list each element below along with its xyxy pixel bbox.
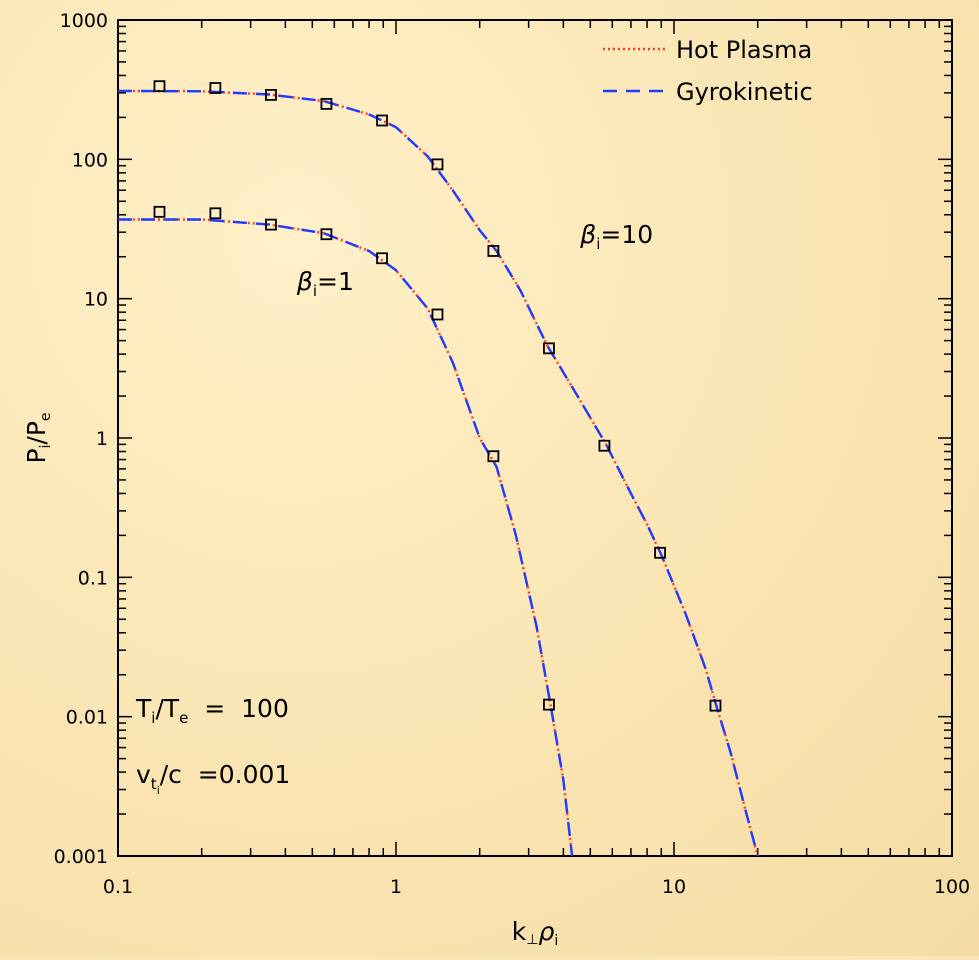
y-tick-label: 100 (72, 149, 108, 171)
legend-label-hot-plasma: Hot Plasma (676, 36, 812, 64)
curve-gyrokinetic (118, 218, 574, 857)
axis-ticks (117, 20, 952, 857)
x-tick-label: 1 (390, 876, 402, 898)
data-point-square (376, 114, 388, 127)
annotation-vel-s1: t (151, 775, 157, 793)
annotation-beta-1-greek: β (296, 267, 313, 296)
y-tick-label: 0.001 (54, 846, 108, 868)
x-axis-title-greek-sub: i (554, 933, 558, 949)
y-tick-label: 10 (84, 289, 108, 311)
annotation-temp-t2: T (163, 694, 180, 723)
data-point-square (153, 80, 166, 93)
y-tick-label: 1000 (60, 10, 108, 32)
data-point-square (265, 89, 277, 101)
annotation-beta-10: βi=10 (579, 220, 653, 253)
annotation-temp-rest: = 100 (188, 694, 288, 723)
data-point-square (487, 450, 500, 463)
series-markers (153, 80, 722, 712)
annotation-temp-s2: e (179, 709, 188, 727)
data-point-square (487, 245, 500, 257)
x-tick-label: 0.1 (103, 876, 133, 898)
data-point-square (376, 252, 388, 265)
x-axis-title-base: k (512, 917, 527, 946)
data-point-square (654, 546, 666, 559)
data-point-square (153, 205, 166, 218)
annotation-beta-1-sub: i (313, 282, 317, 300)
y-axis-title-s1: i (38, 445, 54, 449)
annotation-beta-1: βi=1 (296, 267, 354, 300)
annotation-temp-t1: T (135, 694, 152, 723)
y-axis-title: Pi/Pe (22, 412, 54, 463)
annotation-vel-s2: i (157, 784, 160, 797)
data-point-square (543, 698, 555, 711)
x-tick-label: 10 (662, 876, 686, 898)
data-point-square (320, 228, 333, 241)
legend-label-gyrokinetic: Gyrokinetic (676, 78, 813, 106)
y-axis-title-s2: e (38, 412, 54, 421)
annotation-beta-1-rest: =1 (317, 267, 354, 296)
annotation-temp-s1: i (151, 709, 155, 727)
plot-frame (117, 19, 953, 857)
annotation-temp-slash: / (155, 694, 164, 723)
curve-gyrokinetic (117, 89, 759, 857)
data-point-square (209, 82, 222, 94)
data-point-square (209, 207, 222, 220)
annotation-thermal-velocity: vti/c =0.001 (136, 760, 290, 797)
annotation-vel-rest: /c =0.001 (160, 760, 291, 789)
y-axis-title-p2: P (22, 421, 51, 436)
y-axis-title-p1: P (22, 448, 51, 463)
annotation-beta-10-greek: β (579, 220, 596, 249)
data-point-square (265, 218, 277, 231)
x-axis-title-sub: ⊥ (526, 932, 538, 948)
data-point-square (431, 158, 444, 171)
annotation-beta-10-sub: i (596, 235, 600, 253)
x-axis-title: k⊥ρi (512, 917, 558, 949)
data-point-square (320, 97, 333, 110)
x-axis-title-greek: ρ (538, 917, 554, 946)
y-tick-label: 1 (96, 428, 108, 450)
data-point-square (598, 439, 611, 452)
data-point-square (543, 342, 555, 355)
axis-tick-labels: 0.1 1 10 100 0.001 0.01 0.1 1 10 100 1000 (54, 10, 971, 898)
curve-hot-plasma (117, 89, 759, 857)
legend: Hot Plasma Gyrokinetic (603, 36, 813, 106)
data-point-square (431, 308, 444, 321)
annotation-beta-10-rest: =10 (600, 220, 653, 249)
y-tick-label: 0.01 (66, 707, 108, 729)
y-axis-title-slash: / (22, 436, 51, 445)
y-tick-label: 0.1 (78, 567, 108, 589)
data-point-square (709, 699, 722, 712)
annotation-vel-v: v (136, 760, 151, 789)
x-tick-label: 100 (934, 876, 970, 898)
annotation-temperature-ratio: Ti/Te = 100 (135, 694, 289, 727)
series-curves (117, 89, 759, 857)
